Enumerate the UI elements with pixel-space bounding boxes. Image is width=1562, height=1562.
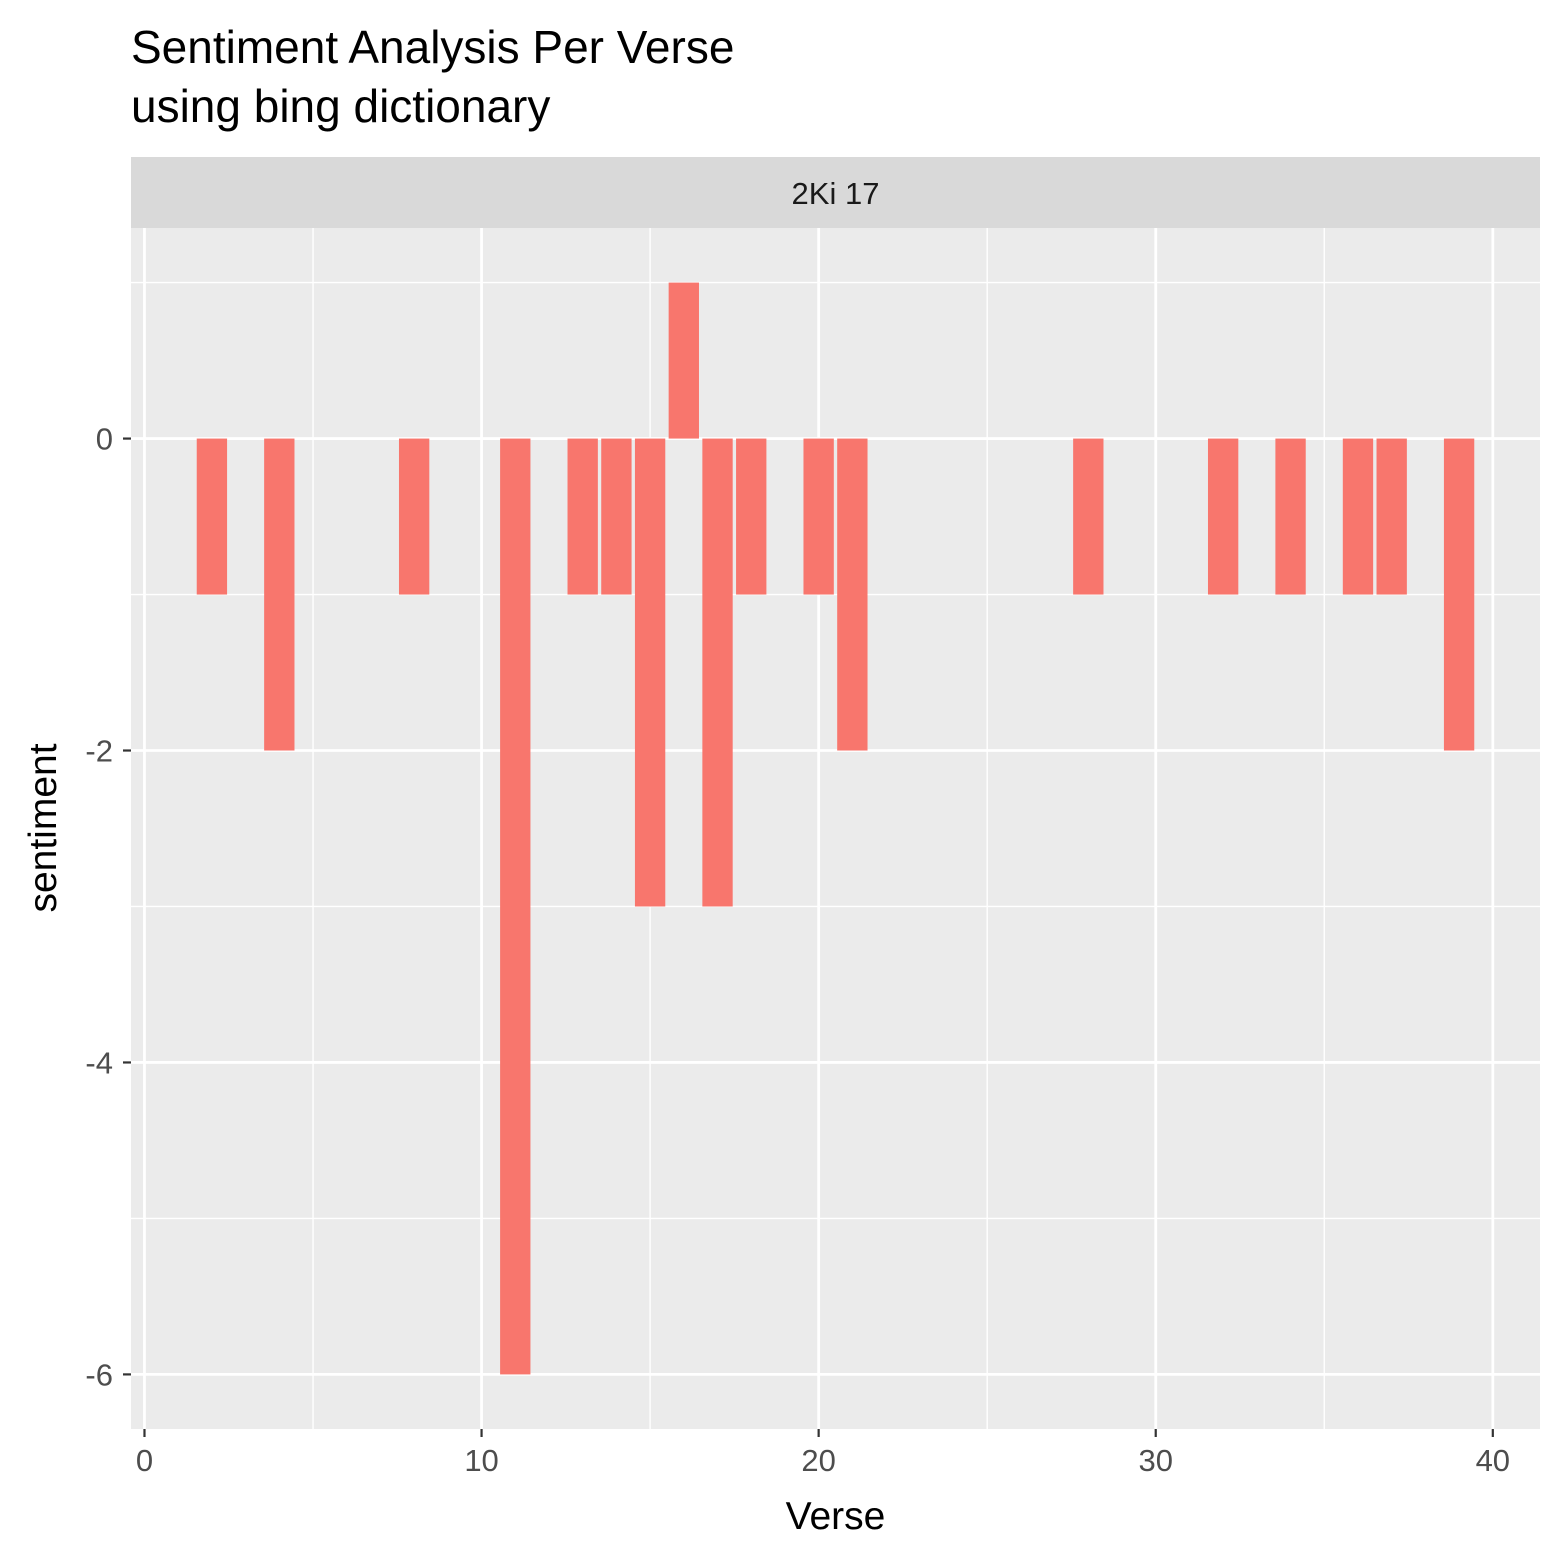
y-tick-label: -2	[85, 734, 113, 769]
bars-layer	[196, 282, 1475, 1375]
bar	[264, 438, 295, 751]
bar	[702, 438, 733, 907]
bar	[196, 438, 228, 595]
bar	[1342, 438, 1374, 595]
y-axis-title: sentiment	[22, 743, 65, 912]
major-gridlines	[131, 228, 1540, 1429]
y-tick-label: 0	[96, 422, 113, 457]
bar	[736, 438, 767, 595]
bar	[803, 438, 834, 595]
chart-subtitle: using bing dictionary	[131, 80, 550, 132]
x-tick-label: 0	[136, 1443, 153, 1478]
x-axis: 0 10 20 30 40	[136, 1429, 1510, 1478]
y-tick-label: -4	[85, 1045, 113, 1080]
bar	[1073, 438, 1104, 595]
bar	[601, 438, 632, 595]
x-axis-title: Verse	[786, 1495, 886, 1538]
x-tick-label: 30	[1138, 1443, 1172, 1478]
y-tick-label: -6	[85, 1357, 113, 1392]
bar	[837, 438, 868, 751]
bar	[1443, 438, 1475, 751]
facet-strip	[131, 157, 1540, 228]
bar	[634, 438, 666, 907]
bar	[1275, 438, 1306, 595]
bar	[500, 438, 531, 1375]
x-tick-label: 10	[464, 1443, 498, 1478]
facet-strip-label: 2Ki 17	[792, 176, 880, 211]
plot-panel	[131, 228, 1540, 1429]
bar	[1376, 438, 1407, 595]
y-axis: 0 -2 -4 -6	[85, 422, 131, 1392]
bar	[668, 282, 699, 439]
x-tick-label: 20	[801, 1443, 835, 1478]
x-tick-label: 40	[1476, 1443, 1510, 1478]
bar	[398, 438, 430, 595]
bar	[1207, 438, 1239, 595]
chart-title: Sentiment Analysis Per Verse	[131, 21, 734, 73]
bar	[567, 438, 598, 595]
